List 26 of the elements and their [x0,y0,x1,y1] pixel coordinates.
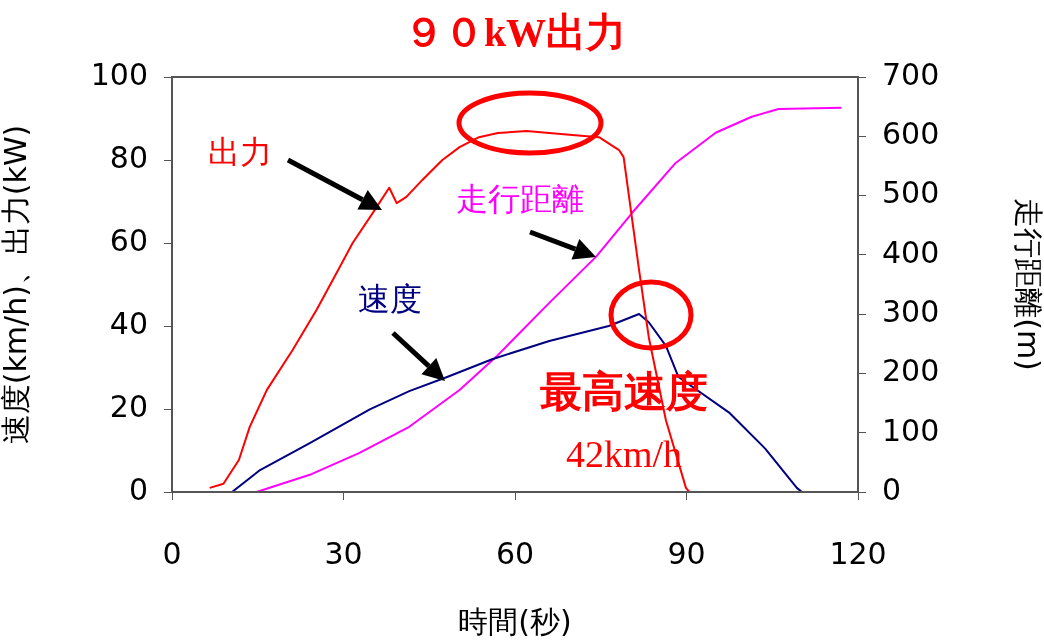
y2-tick-label: 700 [882,56,940,92]
chart-title: ９０kW出力 [403,10,627,56]
y-tick-label: 20 [109,388,148,424]
x-tick-label: 120 [829,535,887,571]
y2-tick-label: 100 [882,412,940,448]
y2-tick-label: 500 [882,175,940,211]
x-tick-label: 30 [324,535,363,571]
y-tick-label: 40 [109,305,148,341]
y2-axis-title: 走行距離(m) [1011,198,1044,371]
y-tick-label: 100 [90,56,148,92]
y2-tick-label: 300 [882,293,940,329]
y-axis-title: 速度(km/h)、出力(kW) [0,124,33,445]
y-tick-label: 60 [109,222,148,258]
x-tick-label: 0 [162,535,182,571]
x-tick-label: 90 [667,535,706,571]
series-label: 速度 [358,280,422,319]
y2-tick-label: 400 [882,234,940,270]
y2-tick-label: 200 [882,353,940,389]
x-axis-title: 時間(秒) [458,603,572,639]
y2-tick-label: 600 [882,116,940,152]
x-tick-label: 60 [495,535,535,571]
y-tick-label: 0 [128,471,148,507]
y-tick-label: 80 [109,139,148,175]
series-label: 走行距離 [456,180,584,219]
text: 出力 [208,133,272,172]
y2-tick-label: 0 [882,471,902,507]
